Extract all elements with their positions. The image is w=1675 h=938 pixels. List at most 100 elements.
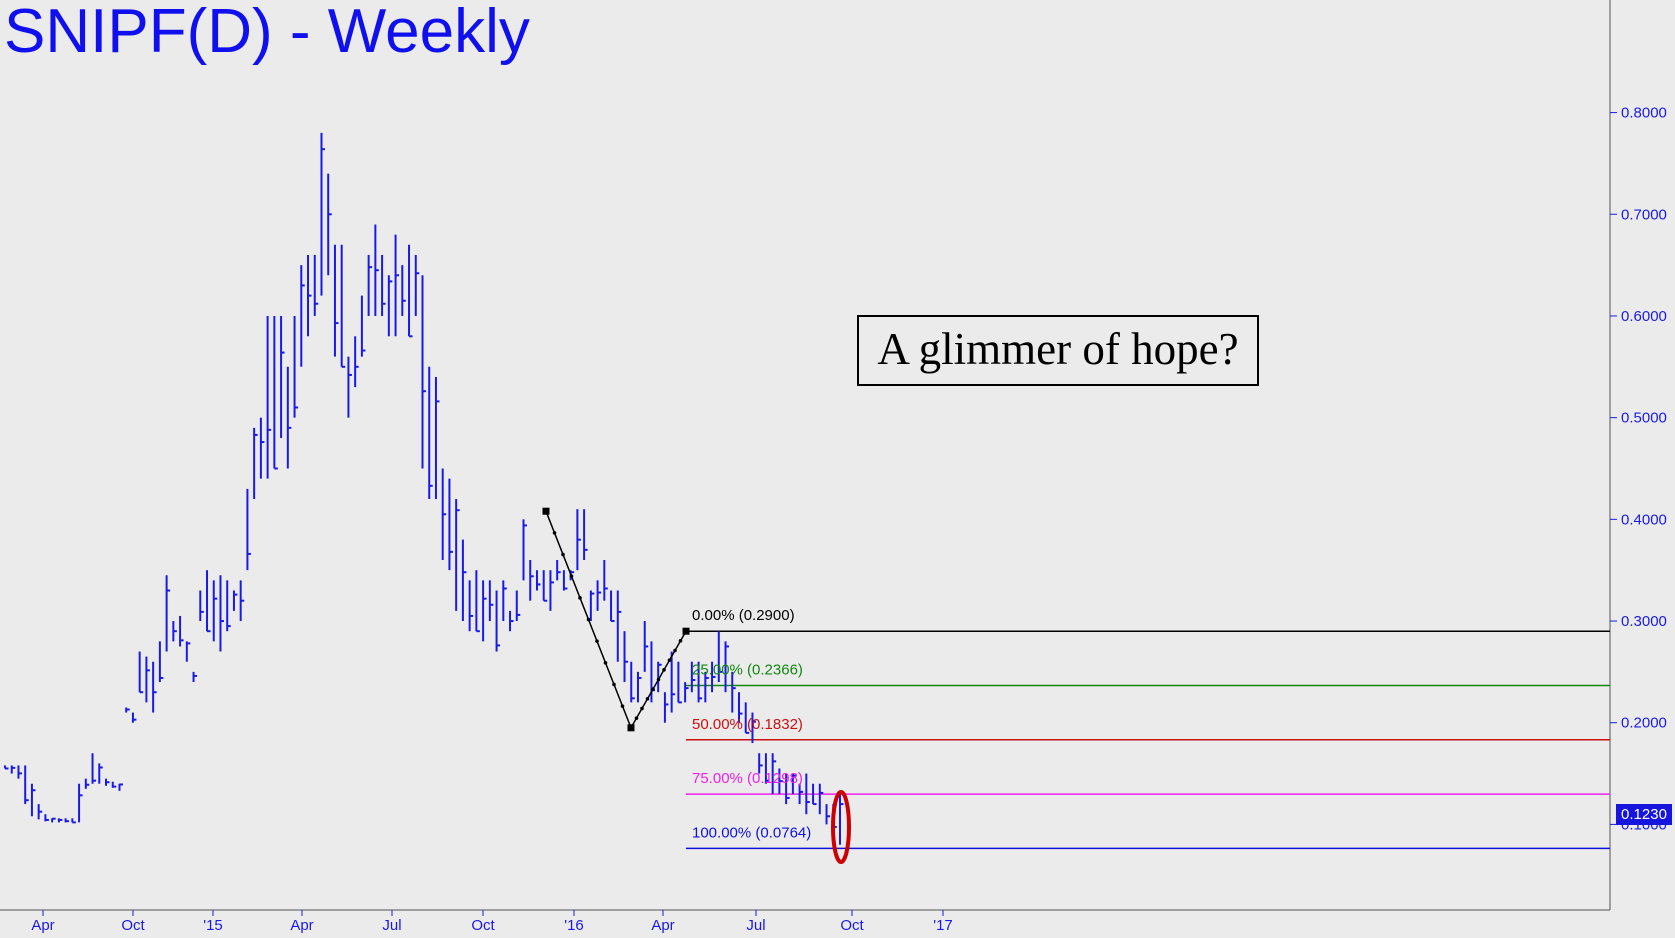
swing-dot [578,596,582,600]
weekly-bar [111,781,117,788]
weekly-bar [468,580,474,632]
weekly-bar [839,793,844,845]
swing-dot [561,552,565,557]
weekly-bar [44,814,49,822]
weekly-bar [711,661,716,693]
swing-dot [640,706,644,711]
y-tick-label: 0.5000 [1621,410,1667,427]
y-tick-label: 0.3000 [1621,613,1667,630]
weekly-bar [509,610,514,632]
x-tick-label: Jul [746,917,765,934]
weekly-bar [105,778,110,786]
weekly-bar [37,804,43,820]
annotation-box: A glimmer of hope? [857,315,1259,386]
weekly-bar [91,753,97,784]
weekly-bar [51,817,56,823]
swing-line [542,507,690,732]
weekly-bar [455,499,460,611]
weekly-bar [226,580,231,632]
retracement-label: 25.00% (0.2366) [692,662,803,679]
weekly-bar [697,661,703,703]
x-tick-label: Oct [840,917,864,934]
x-tick-label: '16 [564,917,584,934]
weekly-bar [663,692,669,723]
weekly-bar [4,765,9,770]
weekly-bar [307,254,312,337]
weekly-bar [724,641,730,693]
weekly-bar [374,224,379,316]
weekly-bar [381,254,386,316]
weekly-bar [165,575,171,652]
swing-dot [595,639,599,643]
weekly-bar [764,753,770,784]
weekly-bar [253,427,258,500]
weekly-bar [64,818,70,823]
swing-dot [667,658,672,662]
x-tick-label: Apr [290,917,313,934]
weekly-bar [408,244,413,338]
weekly-bar [812,783,817,806]
weekly-bar [219,575,224,652]
weekly-bar [428,366,433,500]
weekly-bar [502,580,507,622]
weekly-bar [596,580,602,611]
weekly-bar [30,783,36,817]
weekly-bar [212,580,218,642]
x-tick-label: Apr [31,917,54,934]
weekly-bar [131,712,137,723]
weekly-bar [542,570,548,602]
weekly-bar [461,539,467,622]
weekly-bar [623,631,629,683]
y-tick-label: 0.7000 [1621,206,1667,223]
weekly-bar [589,590,595,622]
fibonacci-retracement-labels: 0.00% (0.2900) 25.00% (0.2366) 50.00% (0.1… [692,607,811,841]
weekly-bar [670,651,676,713]
weekly-bar [340,244,346,368]
highlight-ellipse [831,790,851,864]
weekly-bar [185,641,191,662]
weekly-bar [771,753,777,794]
weekly-bar [488,580,494,622]
weekly-bar [636,671,642,703]
y-tick-label: 0.4000 [1621,511,1667,528]
weekly-bar [744,702,750,734]
weekly-bar [549,570,554,611]
chart-title: SNIPF(D) - Weekly [4,0,530,66]
weekly-bar [603,560,608,601]
weekly-bar [562,570,568,591]
swing-dot [569,574,574,578]
weekly-bar [394,234,400,337]
x-tick-label: Oct [121,917,145,934]
weekly-bar [273,315,278,470]
x-tick-label: Oct [471,917,495,934]
x-tick-label: Jul [382,917,401,934]
weekly-bar [354,336,359,388]
weekly-bar [778,768,783,794]
swing-dot [662,668,666,672]
swing-dot [552,531,557,535]
weekly-bar [192,671,198,683]
swing-dot [603,661,608,665]
weekly-bar [818,783,824,815]
weekly-bar [333,244,339,357]
weekly-bar [825,804,831,825]
retracement-label: 0.00% (0.2900) [692,607,795,624]
weekly-bar [515,590,521,622]
weekly-bar [199,590,204,622]
weekly-bar [293,315,299,418]
weekly-bar [677,661,682,704]
weekly-bar [684,682,689,703]
retracement-label: 50.00% (0.1832) [692,716,803,733]
weekly-bar [414,254,420,316]
weekly-bar [78,783,83,823]
weekly-bar [232,590,238,611]
weekly-bar [690,661,696,693]
weekly-bar [138,651,144,694]
weekly-bar [286,366,292,469]
weekly-bar [125,707,130,713]
weekly-bar [98,763,103,784]
weekly-bar [522,519,528,581]
weekly-bar [259,417,265,479]
swing-dot [620,704,625,708]
weekly-bar [300,265,305,367]
